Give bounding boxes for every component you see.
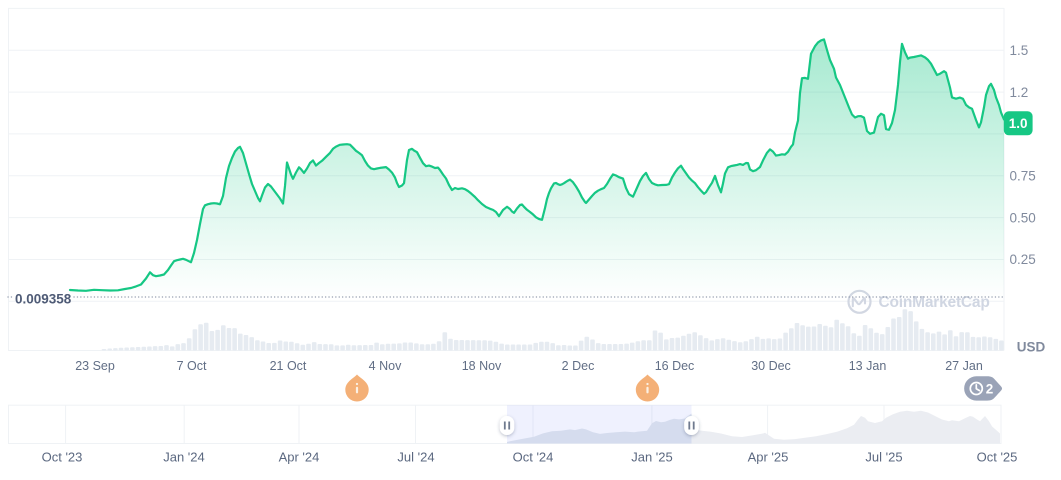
svg-text:4 Nov: 4 Nov	[369, 359, 402, 373]
svg-text:0.50: 0.50	[1010, 210, 1036, 225]
svg-text:Jul '24: Jul '24	[397, 450, 434, 465]
svg-text:Jan '25: Jan '25	[631, 450, 673, 465]
svg-text:Oct '23: Oct '23	[42, 450, 83, 465]
svg-text:7 Oct: 7 Oct	[177, 359, 207, 373]
svg-text:13 Jan: 13 Jan	[849, 359, 887, 373]
svg-text:0.009358: 0.009358	[15, 292, 72, 307]
svg-text:1.0: 1.0	[1009, 116, 1028, 131]
svg-text:23 Sep: 23 Sep	[75, 359, 115, 373]
svg-text:Apr '24: Apr '24	[279, 450, 320, 465]
svg-text:Jul '25: Jul '25	[865, 450, 902, 465]
svg-text:Oct '25: Oct '25	[977, 450, 1018, 465]
svg-text:1.2: 1.2	[1010, 85, 1029, 100]
svg-text:18 Nov: 18 Nov	[462, 359, 502, 373]
svg-text:Jan '24: Jan '24	[163, 450, 205, 465]
svg-text:30 Dec: 30 Dec	[751, 359, 791, 373]
svg-text:Apr '25: Apr '25	[748, 450, 789, 465]
svg-text:2 Dec: 2 Dec	[562, 359, 595, 373]
svg-text:0.25: 0.25	[1010, 252, 1036, 267]
svg-text:0.75: 0.75	[1010, 169, 1036, 184]
svg-text:Oct '24: Oct '24	[513, 450, 554, 465]
svg-text:USD: USD	[1017, 340, 1046, 355]
svg-text:1.5: 1.5	[1010, 43, 1029, 58]
svg-text:21 Oct: 21 Oct	[270, 359, 307, 373]
svg-text:2: 2	[986, 381, 994, 396]
svg-text:27 Jan: 27 Jan	[945, 359, 983, 373]
svg-text:16 Dec: 16 Dec	[655, 359, 695, 373]
